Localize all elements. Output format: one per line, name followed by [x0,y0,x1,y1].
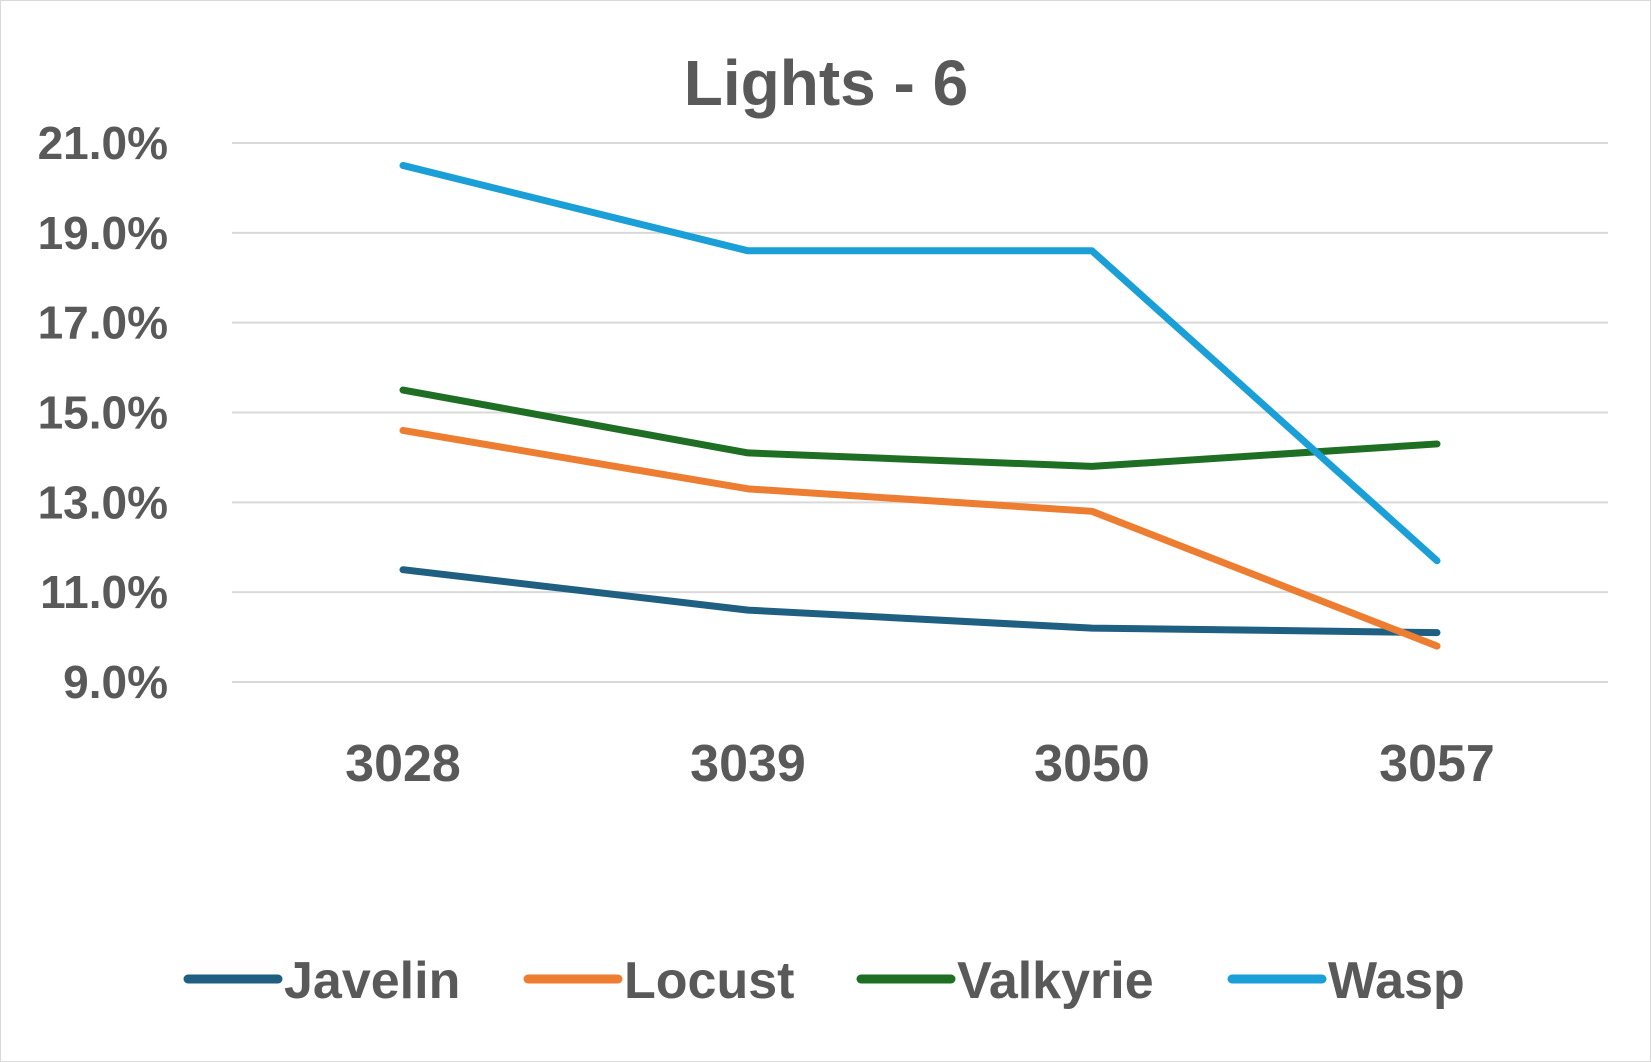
x-tick-label: 3057 [1379,735,1495,793]
x-tick-label: 3050 [1034,735,1150,793]
series-line-wasp [399,161,1441,565]
legend-label-wasp: Wasp [1328,952,1465,1010]
chart-title: Lights - 6 [684,47,968,119]
legend-label-valkyrie: Valkyrie [957,952,1154,1010]
y-axis-ticks: 9.0% 11.0% 13.0% 15.0% 17.0% 19.0% 21.0% [38,117,168,708]
series-lines [399,161,1441,650]
legend: Javelin Locust Valkyrie Wasp [183,952,1465,1010]
series-line-javelin [399,566,1441,637]
x-tick-label: 3039 [690,735,806,793]
y-tick-label: 13.0% [38,476,168,528]
legend-label-locust: Locust [624,952,794,1010]
y-tick-label: 21.0% [38,117,168,169]
series-line-valkyrie [399,386,1441,470]
gridlines [232,142,1608,683]
series-line-locust [399,426,1441,650]
legend-label-javelin: Javelin [284,952,460,1010]
y-tick-label: 19.0% [38,207,168,259]
y-tick-label: 11.0% [40,566,168,618]
x-tick-label: 3028 [345,735,461,793]
y-tick-label: 15.0% [38,387,168,439]
y-tick-label: 9.0% [63,656,168,708]
x-axis-ticks: 3028 3039 3050 3057 [345,735,1495,793]
y-tick-label: 17.0% [38,297,168,349]
